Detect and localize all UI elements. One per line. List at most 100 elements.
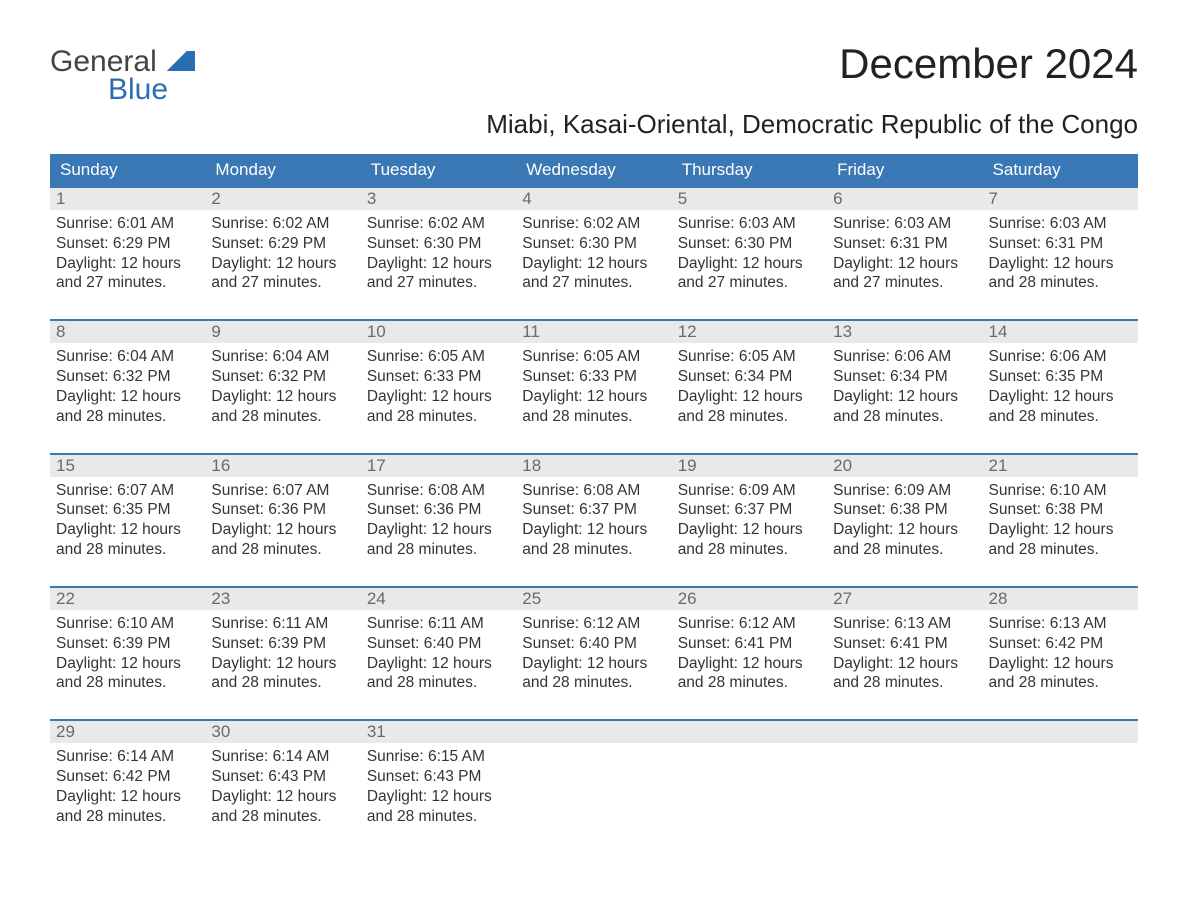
day-details: Sunrise: 6:02 AMSunset: 6:30 PMDaylight:… [516, 210, 671, 293]
daylight-text-2: and 28 minutes. [367, 673, 510, 693]
day-cell: 5Sunrise: 6:03 AMSunset: 6:30 PMDaylight… [672, 188, 827, 293]
sunset-text: Sunset: 6:38 PM [833, 500, 976, 520]
sunrise-text: Sunrise: 6:09 AM [678, 481, 821, 501]
sunset-text: Sunset: 6:39 PM [211, 634, 354, 654]
day-cell: 25Sunrise: 6:12 AMSunset: 6:40 PMDayligh… [516, 588, 671, 693]
sunrise-text: Sunrise: 6:06 AM [833, 347, 976, 367]
sunrise-text: Sunrise: 6:01 AM [56, 214, 199, 234]
sunset-text: Sunset: 6:29 PM [56, 234, 199, 254]
weekday-header: Saturday [983, 154, 1138, 186]
daylight-text-1: Daylight: 12 hours [367, 654, 510, 674]
day-details: Sunrise: 6:13 AMSunset: 6:41 PMDaylight:… [827, 610, 982, 693]
day-details: Sunrise: 6:02 AMSunset: 6:29 PMDaylight:… [205, 210, 360, 293]
logo: General Blue [50, 40, 195, 105]
sunrise-text: Sunrise: 6:11 AM [367, 614, 510, 634]
sunrise-text: Sunrise: 6:15 AM [367, 747, 510, 767]
sunrise-text: Sunrise: 6:03 AM [678, 214, 821, 234]
day-number: 27 [827, 588, 982, 610]
daylight-text-1: Daylight: 12 hours [522, 387, 665, 407]
weekday-header-row: Sunday Monday Tuesday Wednesday Thursday… [50, 154, 1138, 186]
sunset-text: Sunset: 6:32 PM [56, 367, 199, 387]
day-number: . [983, 721, 1138, 743]
sunset-text: Sunset: 6:36 PM [367, 500, 510, 520]
weekday-header: Wednesday [516, 154, 671, 186]
day-cell: . [827, 721, 982, 826]
daylight-text-2: and 28 minutes. [211, 407, 354, 427]
daylight-text-1: Daylight: 12 hours [56, 254, 199, 274]
day-number: 21 [983, 455, 1138, 477]
day-cell: 23Sunrise: 6:11 AMSunset: 6:39 PMDayligh… [205, 588, 360, 693]
day-cell: 7Sunrise: 6:03 AMSunset: 6:31 PMDaylight… [983, 188, 1138, 293]
daylight-text-1: Daylight: 12 hours [833, 254, 976, 274]
day-cell: 4Sunrise: 6:02 AMSunset: 6:30 PMDaylight… [516, 188, 671, 293]
daylight-text-1: Daylight: 12 hours [367, 787, 510, 807]
sunrise-text: Sunrise: 6:02 AM [367, 214, 510, 234]
sunset-text: Sunset: 6:43 PM [211, 767, 354, 787]
day-cell: 14Sunrise: 6:06 AMSunset: 6:35 PMDayligh… [983, 321, 1138, 426]
sunrise-text: Sunrise: 6:10 AM [56, 614, 199, 634]
day-number: 1 [50, 188, 205, 210]
daylight-text-2: and 28 minutes. [211, 673, 354, 693]
sunset-text: Sunset: 6:42 PM [989, 634, 1132, 654]
sunset-text: Sunset: 6:41 PM [678, 634, 821, 654]
day-cell: 17Sunrise: 6:08 AMSunset: 6:36 PMDayligh… [361, 455, 516, 560]
sunset-text: Sunset: 6:29 PM [211, 234, 354, 254]
day-number: 9 [205, 321, 360, 343]
sunrise-text: Sunrise: 6:05 AM [367, 347, 510, 367]
day-cell: 16Sunrise: 6:07 AMSunset: 6:36 PMDayligh… [205, 455, 360, 560]
day-number: 8 [50, 321, 205, 343]
day-details: Sunrise: 6:11 AMSunset: 6:39 PMDaylight:… [205, 610, 360, 693]
week-row: 29Sunrise: 6:14 AMSunset: 6:42 PMDayligh… [50, 719, 1138, 826]
sunset-text: Sunset: 6:34 PM [678, 367, 821, 387]
day-number: 25 [516, 588, 671, 610]
sunrise-text: Sunrise: 6:09 AM [833, 481, 976, 501]
daylight-text-2: and 28 minutes. [989, 407, 1132, 427]
daylight-text-2: and 28 minutes. [211, 807, 354, 827]
daylight-text-1: Daylight: 12 hours [833, 520, 976, 540]
day-details: Sunrise: 6:08 AMSunset: 6:36 PMDaylight:… [361, 477, 516, 560]
sunrise-text: Sunrise: 6:05 AM [678, 347, 821, 367]
day-number: 7 [983, 188, 1138, 210]
day-details: Sunrise: 6:09 AMSunset: 6:38 PMDaylight:… [827, 477, 982, 560]
day-details: Sunrise: 6:14 AMSunset: 6:42 PMDaylight:… [50, 743, 205, 826]
sunrise-text: Sunrise: 6:13 AM [989, 614, 1132, 634]
sunset-text: Sunset: 6:37 PM [678, 500, 821, 520]
day-cell: 28Sunrise: 6:13 AMSunset: 6:42 PMDayligh… [983, 588, 1138, 693]
daylight-text-1: Daylight: 12 hours [211, 654, 354, 674]
day-cell: 3Sunrise: 6:02 AMSunset: 6:30 PMDaylight… [361, 188, 516, 293]
header: General Blue December 2024 [50, 40, 1138, 105]
sunset-text: Sunset: 6:33 PM [367, 367, 510, 387]
sunset-text: Sunset: 6:31 PM [989, 234, 1132, 254]
day-number: 16 [205, 455, 360, 477]
sunrise-text: Sunrise: 6:06 AM [989, 347, 1132, 367]
daylight-text-2: and 27 minutes. [211, 273, 354, 293]
daylight-text-1: Daylight: 12 hours [56, 787, 199, 807]
daylight-text-1: Daylight: 12 hours [833, 654, 976, 674]
week-row: 1Sunrise: 6:01 AMSunset: 6:29 PMDaylight… [50, 186, 1138, 293]
day-number: 6 [827, 188, 982, 210]
sunrise-text: Sunrise: 6:04 AM [56, 347, 199, 367]
sunset-text: Sunset: 6:31 PM [833, 234, 976, 254]
daylight-text-1: Daylight: 12 hours [522, 254, 665, 274]
day-cell: 20Sunrise: 6:09 AMSunset: 6:38 PMDayligh… [827, 455, 982, 560]
daylight-text-2: and 28 minutes. [989, 540, 1132, 560]
day-cell: 1 Sunrise: 6:01 AMSunset: 6:29 PMDaylight… [50, 188, 205, 293]
sunrise-text: Sunrise: 6:02 AM [211, 214, 354, 234]
sunset-text: Sunset: 6:35 PM [989, 367, 1132, 387]
daylight-text-2: and 27 minutes. [56, 273, 199, 293]
day-number: 22 [50, 588, 205, 610]
day-number: 12 [672, 321, 827, 343]
day-cell: 9Sunrise: 6:04 AMSunset: 6:32 PMDaylight… [205, 321, 360, 426]
day-details: Sunrise: 6:02 AMSunset: 6:30 PMDaylight:… [361, 210, 516, 293]
sunrise-text: Sunrise: 6:04 AM [211, 347, 354, 367]
day-details: Sunrise: 6:07 AMSunset: 6:35 PMDaylight:… [50, 477, 205, 560]
sunset-text: Sunset: 6:43 PM [367, 767, 510, 787]
day-cell: 18Sunrise: 6:08 AMSunset: 6:37 PMDayligh… [516, 455, 671, 560]
weekday-header: Sunday [50, 154, 205, 186]
sunrise-text: Sunrise: 6:13 AM [833, 614, 976, 634]
daylight-text-1: Daylight: 12 hours [211, 787, 354, 807]
daylight-text-1: Daylight: 12 hours [522, 520, 665, 540]
day-number: 17 [361, 455, 516, 477]
day-cell: 21Sunrise: 6:10 AMSunset: 6:38 PMDayligh… [983, 455, 1138, 560]
daylight-text-1: Daylight: 12 hours [56, 654, 199, 674]
